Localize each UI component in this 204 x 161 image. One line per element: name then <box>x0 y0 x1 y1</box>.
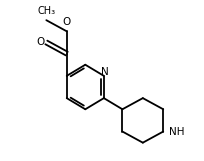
Text: NH: NH <box>169 127 185 137</box>
Text: N: N <box>101 67 109 77</box>
Text: O: O <box>63 17 71 27</box>
Text: O: O <box>37 37 45 47</box>
Text: CH₃: CH₃ <box>37 6 55 16</box>
